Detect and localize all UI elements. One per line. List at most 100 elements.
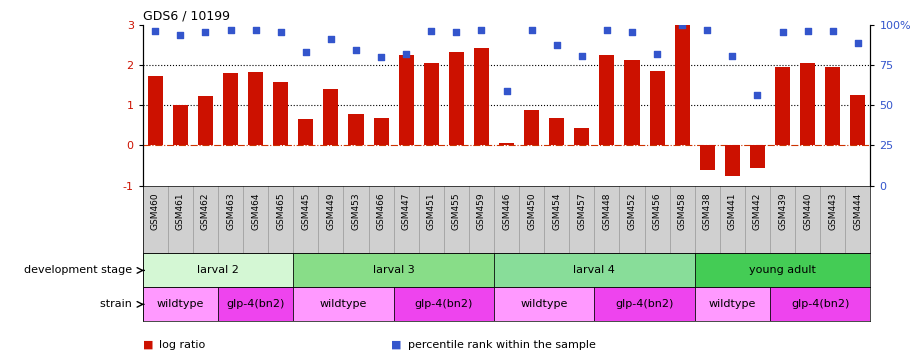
Bar: [770, 287, 870, 321]
Text: GSM439: GSM439: [778, 192, 787, 230]
Text: wildtype: wildtype: [157, 299, 204, 310]
Text: GSM443: GSM443: [828, 192, 837, 230]
Bar: [624, 60, 639, 145]
Text: wildtype: wildtype: [520, 299, 568, 310]
Bar: [524, 110, 539, 145]
Bar: [173, 105, 188, 145]
Point: [775, 29, 790, 35]
Point: [549, 42, 564, 48]
Text: GSM462: GSM462: [201, 192, 210, 230]
Text: GSM451: GSM451: [426, 192, 436, 230]
Text: glp-4(bn2): glp-4(bn2): [791, 299, 849, 310]
Point: [424, 28, 438, 34]
Text: GSM455: GSM455: [452, 192, 460, 230]
Text: wildtype: wildtype: [708, 299, 756, 310]
Text: GSM458: GSM458: [678, 192, 687, 230]
Text: GSM452: GSM452: [627, 192, 636, 230]
Bar: [675, 25, 690, 145]
Text: GSM446: GSM446: [502, 192, 511, 230]
Text: GSM454: GSM454: [553, 192, 561, 230]
Point: [349, 47, 364, 53]
Text: GSM464: GSM464: [251, 192, 260, 230]
Bar: [399, 55, 414, 145]
Bar: [499, 143, 514, 145]
Bar: [143, 287, 218, 321]
Bar: [393, 287, 494, 321]
Text: development stage: development stage: [24, 265, 135, 276]
Bar: [725, 145, 740, 176]
Text: GSM453: GSM453: [352, 192, 360, 230]
Bar: [594, 287, 694, 321]
Bar: [218, 287, 293, 321]
Point: [249, 27, 263, 32]
Bar: [198, 96, 213, 145]
Text: GSM450: GSM450: [527, 192, 536, 230]
Text: percentile rank within the sample: percentile rank within the sample: [408, 340, 596, 350]
Text: GSM457: GSM457: [577, 192, 587, 230]
Point: [274, 29, 288, 35]
Point: [800, 28, 815, 34]
Point: [198, 29, 213, 35]
Text: strain: strain: [100, 299, 135, 310]
Bar: [274, 82, 288, 145]
Text: GSM465: GSM465: [276, 192, 286, 230]
Bar: [800, 63, 815, 145]
Text: glp-4(bn2): glp-4(bn2): [414, 299, 473, 310]
Text: wildtype: wildtype: [320, 299, 367, 310]
Bar: [494, 253, 694, 287]
Bar: [750, 145, 765, 167]
Text: GSM448: GSM448: [602, 192, 612, 230]
Text: ■: ■: [391, 340, 405, 350]
Text: larval 4: larval 4: [574, 265, 615, 276]
Bar: [825, 67, 840, 145]
Bar: [850, 95, 866, 145]
Text: GSM459: GSM459: [477, 192, 486, 230]
Point: [173, 32, 188, 38]
Bar: [147, 76, 163, 145]
Point: [323, 36, 338, 42]
Point: [399, 51, 414, 57]
Point: [223, 27, 238, 32]
Text: GSM463: GSM463: [226, 192, 235, 230]
Bar: [694, 287, 770, 321]
Point: [624, 29, 639, 35]
Bar: [474, 48, 489, 145]
Bar: [494, 287, 594, 321]
Point: [524, 27, 539, 32]
Bar: [293, 287, 393, 321]
Text: GDS6 / 10199: GDS6 / 10199: [143, 9, 229, 22]
Bar: [549, 118, 565, 145]
Bar: [694, 253, 870, 287]
Text: GSM466: GSM466: [377, 192, 386, 230]
Point: [649, 51, 664, 57]
Text: GSM456: GSM456: [653, 192, 661, 230]
Bar: [298, 119, 313, 145]
Text: GSM441: GSM441: [728, 192, 737, 230]
Text: log ratio: log ratio: [159, 340, 205, 350]
Bar: [374, 118, 389, 145]
Text: GSM449: GSM449: [326, 192, 335, 230]
Point: [725, 54, 740, 59]
Text: larval 2: larval 2: [197, 265, 239, 276]
Bar: [143, 253, 293, 287]
Text: GSM444: GSM444: [853, 192, 862, 230]
Bar: [424, 63, 438, 145]
Point: [449, 29, 464, 35]
Point: [700, 27, 715, 32]
Point: [675, 22, 690, 28]
Text: glp-4(bn2): glp-4(bn2): [227, 299, 285, 310]
Point: [850, 40, 865, 46]
Bar: [700, 145, 715, 170]
Text: GSM440: GSM440: [803, 192, 812, 230]
Point: [825, 28, 840, 34]
Text: glp-4(bn2): glp-4(bn2): [615, 299, 674, 310]
Point: [374, 54, 389, 60]
Bar: [449, 52, 464, 145]
Bar: [649, 71, 665, 145]
Text: GSM445: GSM445: [301, 192, 310, 230]
Text: young adult: young adult: [749, 265, 816, 276]
Text: GSM460: GSM460: [151, 192, 160, 230]
Bar: [293, 253, 494, 287]
Text: larval 3: larval 3: [373, 265, 414, 276]
Text: ■: ■: [143, 340, 157, 350]
